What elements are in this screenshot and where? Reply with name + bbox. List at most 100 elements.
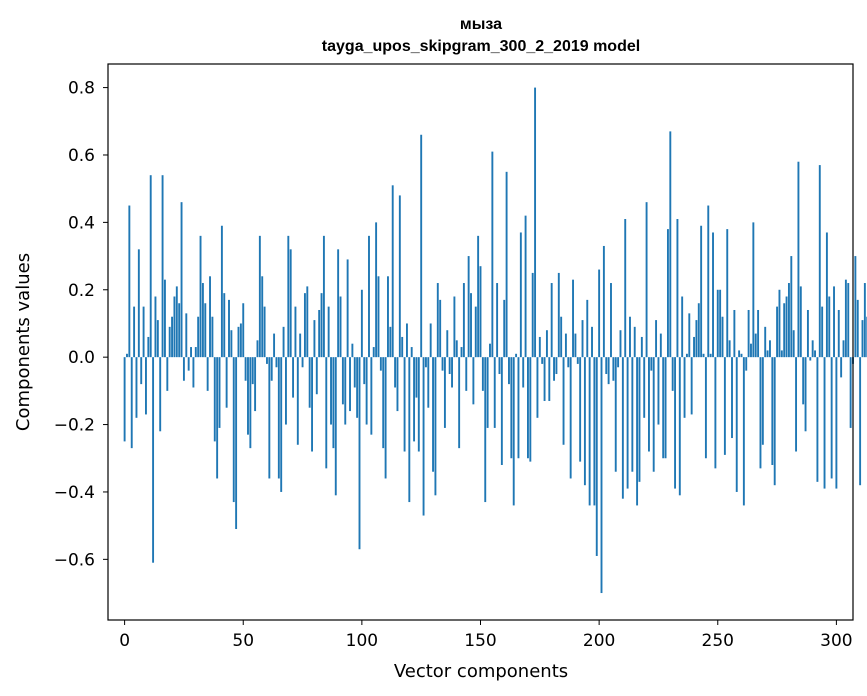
bar-component-30 [194,347,197,358]
bar-component-302 [840,357,843,378]
bar-component-153 [486,357,489,428]
bar-component-217 [638,357,641,482]
bar-component-25 [182,357,185,381]
bar-component-63 [273,333,276,358]
bar-component-287 [804,357,807,432]
bar-component-289 [809,357,812,361]
bar-component-38 [213,357,216,442]
bar-component-148 [474,306,477,358]
bar-component-231 [671,357,674,391]
bar-component-157 [496,283,499,358]
x-tick-label: 300 [820,631,852,651]
bar-component-293 [818,165,821,358]
bar-component-267 [757,309,760,358]
bar-component-115 [396,357,399,412]
bar-component-204 [607,357,610,385]
bar-component-245 [704,357,707,459]
bar-component-31 [197,316,200,358]
bar-component-208 [617,357,620,368]
bar-component-310 [859,357,862,486]
bar-component-125 [420,134,423,358]
bar-component-227 [662,357,665,459]
bar-component-200 [598,269,601,358]
bar-component-116 [398,195,401,358]
bar-component-57 [258,235,261,358]
bar-component-7 [140,357,143,385]
bar-component-43 [225,357,228,408]
bar-component-233 [676,219,679,358]
bar-component-70 [289,249,292,358]
bar-component-55 [254,357,257,412]
bar-component-269 [761,357,764,445]
bar-component-28 [190,347,192,358]
bar-component-9 [145,357,147,415]
bar-component-20 [171,316,174,358]
bar-component-203 [605,357,608,375]
bar-component-285 [799,286,802,358]
bar-component-132 [436,283,439,358]
bar-component-62 [270,357,273,381]
bar-component-144 [465,357,468,391]
bar-component-158 [498,357,501,375]
bar-component-311 [861,320,864,358]
bar-component-279 [785,296,788,358]
bar-component-189 [572,279,574,358]
bar-component-89 [334,357,337,496]
bar-component-84 [322,235,325,358]
bar-component-137 [448,357,451,375]
bar-component-69 [287,235,290,358]
bar-component-42 [223,293,226,358]
bar-component-199 [595,357,598,556]
bar-component-138 [451,357,453,388]
bar-component-239 [690,357,693,415]
bar-component-216 [636,357,639,506]
bar-component-139 [453,296,456,358]
bar-component-226 [659,333,662,358]
bar-component-59 [263,306,266,358]
bar-component-177 [543,357,546,401]
bar-component-87 [330,357,332,425]
bar-component-11 [149,175,152,358]
bar-component-93 [344,357,347,425]
bar-component-166 [517,357,520,459]
bar-component-171 [529,357,532,462]
bar-component-172 [531,272,534,358]
bar-component-282 [792,330,795,358]
bar-component-47 [235,357,238,530]
bar-component-309 [856,299,859,358]
bar-component-108 [379,357,382,371]
bar-component-275 [776,306,779,358]
bar-component-286 [802,357,805,405]
bar-component-230 [669,131,672,358]
bar-component-261 [742,357,745,506]
bar-component-300 [835,357,838,489]
bar-component-10 [147,336,150,358]
bar-component-130 [432,357,434,472]
bar-component-257 [733,309,736,358]
bar-component-237 [685,353,688,358]
bar-component-109 [382,357,385,449]
bar-component-77 [306,286,309,358]
bar-component-12 [152,357,155,563]
bar-component-192 [579,357,582,462]
bar-component-242 [697,303,700,358]
bar-component-303 [842,340,845,358]
bar-component-304 [844,279,847,358]
bar-component-253 [723,357,726,455]
bar-component-241 [695,320,698,358]
bar-component-67 [282,326,285,358]
bar-component-206 [612,357,615,381]
bar-component-260 [740,353,743,358]
bar-component-283 [795,357,798,452]
bar-component-66 [280,357,283,492]
bar-component-244 [702,353,705,358]
bar-component-75 [301,357,304,368]
bar-component-136 [446,330,449,358]
bar-component-183 [557,272,560,358]
bar-component-219 [643,357,646,418]
bar-component-232 [674,357,677,489]
bar-component-90 [337,249,340,358]
bar-component-178 [545,330,548,358]
bar-component-240 [693,336,695,358]
bar-component-68 [285,357,287,425]
